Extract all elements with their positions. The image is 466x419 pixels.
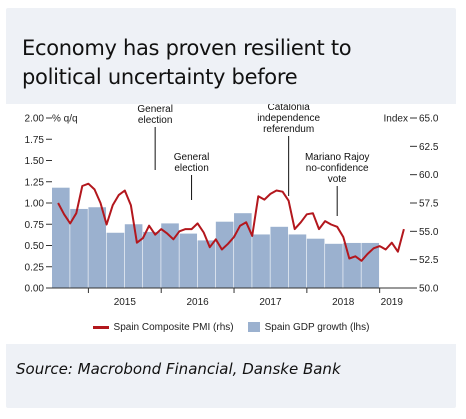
x-tick-label: 2019 — [381, 297, 404, 308]
gdp-bar — [161, 223, 179, 288]
gdp-bar — [197, 240, 216, 288]
left-tick-label: 0.50 — [25, 241, 45, 252]
legend-label-gdp: Spain GDP growth (lhs) — [264, 321, 370, 333]
right-tick-label: 52.5 — [419, 255, 439, 266]
legend-item-pmi: Spain Composite PMI (rhs) — [92, 321, 234, 333]
annotation-text: vote — [328, 174, 347, 185]
annotation-text: Mariano Rajoy — [305, 152, 369, 163]
left-tick-label: 0.75 — [25, 220, 45, 231]
gdp-bar — [325, 243, 343, 288]
left-tick-label: 0.00 — [25, 284, 45, 295]
right-tick-label: 62.5 — [419, 142, 439, 153]
left-tick-label: 0.25 — [25, 262, 45, 273]
x-tick-label: 2015 — [114, 297, 137, 308]
chart-title: Economy has proven resilient to politica… — [22, 34, 452, 92]
x-tick-label: 2018 — [332, 297, 355, 308]
right-tick-label: 55.0 — [419, 227, 439, 238]
annotation-text: General — [137, 104, 173, 115]
gdp-bar — [270, 226, 289, 288]
right-tick-label: 65.0 — [419, 114, 439, 125]
annotation-text: election — [138, 115, 172, 126]
gdp-bar — [234, 213, 252, 288]
right-axis-label: Index — [384, 114, 408, 125]
legend-label-pmi: Spain Composite PMI (rhs) — [113, 321, 234, 333]
annotation-text: independence — [257, 113, 320, 124]
gdp-bar — [288, 234, 307, 288]
source-note: Source: Macrobond Financial, Danske Bank — [16, 360, 341, 378]
left-tick-label: 1.75 — [25, 135, 45, 146]
left-axis-label: % q/q — [52, 114, 78, 125]
left-tick-label: 1.00 — [25, 199, 45, 210]
gdp-bar — [52, 187, 70, 288]
left-tick-label: 2.00 — [25, 114, 45, 125]
gdp-bar — [215, 221, 234, 288]
legend-bar-swatch — [247, 322, 260, 332]
right-tick-label: 60.0 — [419, 170, 439, 181]
chart-svg: 0.00 0.25 0.50 0.75 1.00 1.25 1.50 1.75 2.00 % q/… — [25, 104, 439, 308]
chart-title-line-1: Economy has proven resilient to — [22, 36, 352, 60]
pmi-line — [57, 182, 405, 262]
legend-item-gdp: Spain GDP growth (lhs) — [247, 321, 370, 333]
annotation-text: no-confidence — [306, 163, 369, 174]
right-tick-label: 57.5 — [419, 199, 439, 210]
annotation-text: Catalonia — [268, 104, 311, 113]
right-tick-label: 50.0 — [419, 284, 439, 295]
annotation-text: referendum — [263, 124, 314, 135]
annotation-text: General — [174, 152, 210, 163]
plot-area: 0.00 0.25 0.50 0.75 1.00 1.25 1.50 1.75 2.00 % q/… — [6, 104, 456, 344]
gdp-bar — [70, 208, 88, 288]
legend: Spain Composite PMI (rhs) Spain GDP grow… — [6, 318, 456, 336]
gdp-bar — [143, 231, 161, 288]
gdp-bar — [252, 234, 270, 288]
chart-title-line-2: political uncertainty before — [22, 65, 298, 89]
x-tick-label: 2016 — [187, 297, 210, 308]
left-tick-label: 1.50 — [25, 156, 45, 167]
gdp-bar — [88, 207, 107, 288]
left-tick-label: 1.25 — [25, 177, 45, 188]
gdp-bar — [124, 224, 143, 288]
gdp-bar — [306, 238, 325, 288]
gdp-bar — [106, 232, 125, 288]
legend-line-swatch — [92, 325, 109, 329]
gdp-bar — [361, 242, 380, 288]
gdp-bar — [179, 233, 198, 288]
annotation-text: election — [174, 163, 208, 174]
x-tick-label: 2017 — [259, 297, 282, 308]
